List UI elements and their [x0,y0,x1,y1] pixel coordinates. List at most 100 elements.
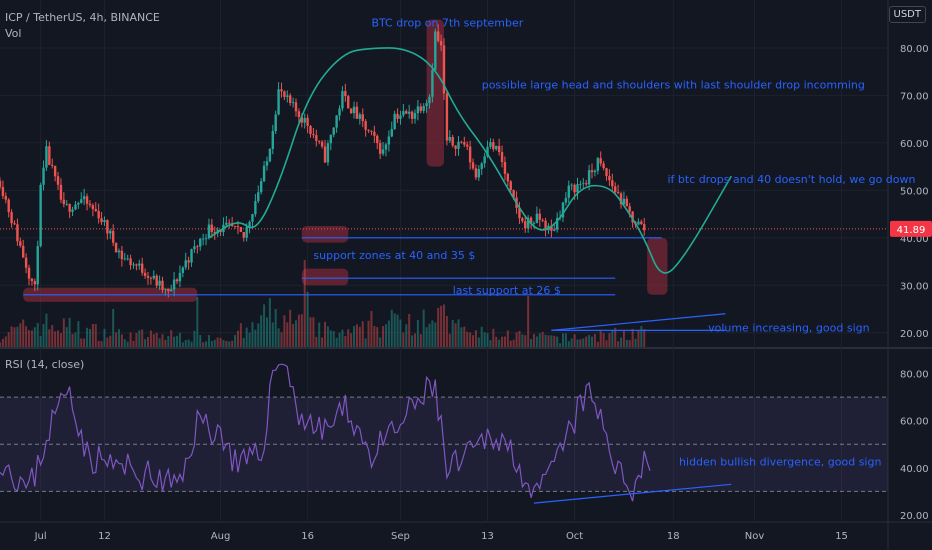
volume-bar [524,335,527,347]
candle-body [248,221,251,228]
volume-bar [518,330,521,347]
volume-bar [222,339,225,347]
volume-bar [126,341,129,347]
volume-bar [225,340,228,347]
candle-body [352,106,356,114]
volume-bar [86,327,89,347]
candle-body [48,146,51,165]
candle-body [445,93,449,141]
volume-bar [347,329,350,347]
volume-bar [387,320,390,347]
candle-body [376,135,379,144]
volume-bar [152,334,155,347]
volume-bar [88,329,91,347]
highlight-zone [301,225,349,243]
candle-body [602,163,605,169]
volume-indicator-label[interactable]: Vol [5,27,22,40]
volume-bar [326,326,329,347]
candle-body [42,167,45,185]
volume-bar [48,329,51,347]
volume-bar [234,334,237,347]
candle-body [178,272,182,282]
candle-body [622,198,626,205]
volume-bar [599,330,602,347]
candle-body [619,193,623,205]
volume-bar [463,326,466,347]
volume-bar [637,330,640,347]
candle-body [201,238,205,240]
volume-bar [350,333,353,347]
volume-bar [115,332,118,347]
candle-body [146,275,150,278]
volume-bar [509,340,512,347]
volume-bar [65,327,68,347]
volume-bar [33,327,36,347]
candle-body [181,267,185,273]
volume-bar [213,339,216,347]
volume-bar [80,338,83,347]
volume-bar [608,333,611,347]
candle-body [567,185,570,198]
time-tick-label: 12 [98,531,111,542]
candle-body [51,164,54,166]
candle-body [428,96,431,104]
candle-body [593,170,597,173]
volume-bar [361,321,364,347]
volume-bar [309,317,312,347]
volume-bar [170,330,173,347]
volume-bar [94,324,97,347]
candle-body [143,272,147,276]
volume-bar [431,320,434,347]
volume-bar [315,336,318,347]
volume-bar [97,340,100,347]
volume-bar [396,314,399,347]
volume-bar [199,335,202,347]
volume-bar [306,291,309,347]
candle-body [138,263,141,266]
volume-bar [538,333,541,347]
candle-body [378,143,382,154]
price-tick-label: 80.00 [900,44,929,55]
volume-bar [45,313,48,347]
annotation-btc-40-hold: if btc drops and 40 doesn't hold, we go … [667,173,915,186]
candle-body [605,168,608,177]
candle-body [16,224,19,242]
currency-badge[interactable]: USDT [888,6,926,23]
volume-bar [141,329,144,347]
volume-bar [25,326,28,347]
rsi-indicator-label[interactable]: RSI (14, close) [5,358,85,371]
volume-bar [550,335,553,347]
symbol-header[interactable]: ICP / TetherUS, 4h, BINANCE [5,11,160,24]
candle-body [4,195,8,200]
candle-body [259,181,263,193]
candle-body [312,134,315,136]
volume-bar [559,343,562,347]
volume-bar [129,332,132,347]
volume-bar [628,340,631,347]
volume-bar [425,327,428,347]
candle-body [294,102,298,112]
candle-body [100,218,103,223]
volume-bar [202,342,205,347]
volume-bar [245,327,248,347]
time-tick-label: Sep [391,531,410,542]
candle-body [280,89,283,92]
volume-bar [411,335,414,347]
candle-body [553,229,556,231]
candle-body [251,214,254,222]
volume-bar [588,334,591,347]
volume-bar [553,335,556,347]
candle-body [111,230,115,243]
volume-bar [138,330,141,347]
candle-body [33,281,37,285]
volume-bar [390,309,393,347]
candle-body [463,142,466,145]
highlight-zone [426,19,444,167]
candle-body [68,203,71,212]
candle-body [62,199,66,205]
candle-body [590,170,594,173]
candle-body [204,238,208,240]
volume-bar [466,331,469,347]
